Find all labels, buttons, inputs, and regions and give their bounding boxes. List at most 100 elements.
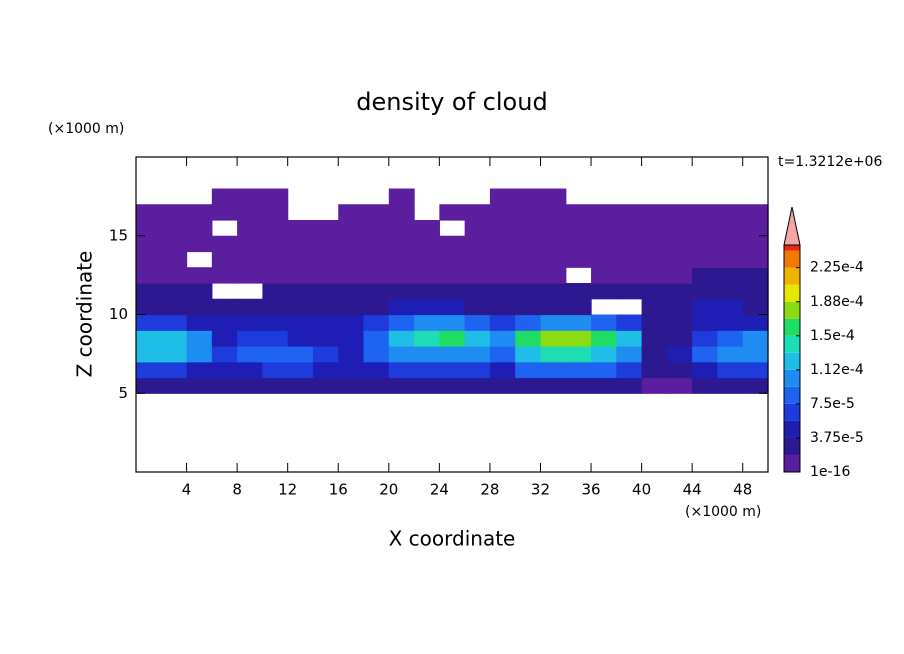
cell (742, 377, 769, 394)
cell (312, 267, 339, 284)
cell (464, 377, 491, 394)
cell (136, 204, 162, 221)
cell (363, 361, 390, 379)
cell (388, 188, 415, 205)
x-tick-label: 24 (430, 481, 449, 499)
cell (136, 346, 162, 363)
cell (489, 188, 516, 205)
cell (338, 251, 365, 268)
cell (439, 251, 466, 268)
cell (616, 235, 643, 253)
cell (591, 220, 617, 237)
cell (237, 346, 263, 363)
cell (591, 314, 617, 331)
cell (136, 361, 162, 379)
field (136, 188, 769, 394)
cell (742, 314, 769, 331)
colorbar-band (784, 245, 800, 251)
cell (363, 298, 390, 316)
cell (489, 361, 516, 379)
x-tick-label: 4 (182, 481, 192, 499)
cell (262, 188, 289, 205)
cell (717, 204, 744, 221)
cell (515, 188, 542, 205)
colorbar-over (783, 206, 801, 246)
cell (211, 267, 238, 284)
cell (666, 330, 693, 347)
y-tick-label: 5 (118, 384, 128, 402)
cell (287, 235, 314, 253)
cell (565, 251, 592, 268)
cell (666, 346, 693, 363)
x-axis-label: X coordinate (389, 527, 516, 551)
cell (414, 220, 440, 237)
cell (237, 330, 263, 347)
cell (692, 330, 719, 347)
cell (489, 346, 516, 363)
cell (591, 204, 617, 221)
cell (262, 330, 289, 347)
cell (312, 251, 339, 268)
cell (515, 361, 542, 379)
cell (489, 251, 516, 268)
cell (338, 220, 365, 237)
cell (237, 361, 263, 379)
colorbar-band (784, 318, 800, 336)
cell (666, 361, 693, 379)
cell (489, 314, 516, 331)
cell (616, 330, 643, 347)
cell (237, 251, 263, 268)
cell (136, 330, 162, 347)
cell (641, 314, 668, 331)
cell (262, 298, 289, 316)
cell (717, 314, 744, 331)
cell (439, 330, 466, 347)
cell (237, 377, 263, 394)
chart-title: density of cloud (356, 88, 547, 116)
cell (540, 220, 567, 237)
cell (692, 361, 719, 379)
cell (237, 235, 263, 253)
cell (186, 220, 213, 237)
cell (717, 330, 744, 347)
cell (439, 361, 466, 379)
cell (211, 204, 238, 221)
cell (565, 361, 592, 379)
cell (363, 267, 390, 284)
cell (641, 361, 668, 379)
cell (136, 283, 162, 300)
cell (616, 314, 643, 331)
cell (489, 235, 516, 253)
cell (717, 251, 744, 268)
colorbar-band (784, 267, 800, 285)
cell (363, 330, 390, 347)
cell (489, 330, 516, 347)
colorbar-band (784, 454, 800, 472)
cell (540, 235, 567, 253)
cell (616, 346, 643, 363)
cell (692, 346, 719, 363)
cell (439, 298, 466, 316)
x-tick-label: 28 (480, 481, 499, 499)
colorbar-label: 3.75e-5 (810, 430, 864, 446)
cell (338, 377, 365, 394)
cell (161, 314, 188, 331)
cell (692, 220, 719, 237)
cell (211, 188, 238, 205)
cell (262, 377, 289, 394)
cell (338, 283, 365, 300)
cell (363, 377, 390, 394)
cell (262, 314, 289, 331)
cell (186, 298, 213, 316)
x-tick-label: 48 (733, 481, 752, 499)
cell (591, 330, 617, 347)
cell (262, 346, 289, 363)
cell (692, 267, 719, 284)
cell (439, 377, 466, 394)
cell (515, 330, 542, 347)
cell (161, 251, 188, 268)
cell (161, 235, 188, 253)
cell (414, 377, 440, 394)
